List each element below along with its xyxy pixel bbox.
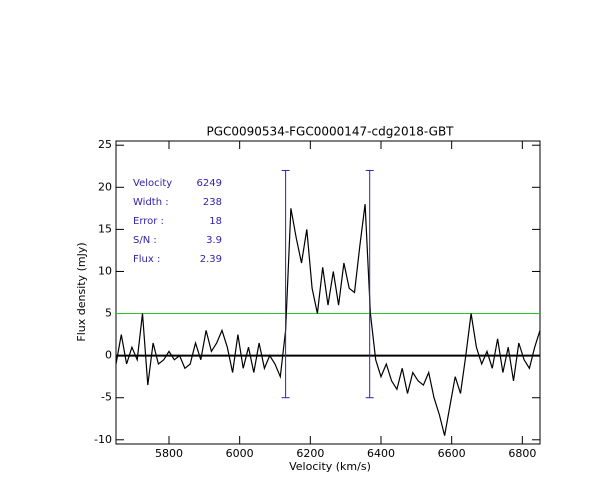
x-tick-label: 6200 [296,447,324,460]
annotation-label: Flux : [133,254,160,265]
x-tick-label: 6400 [367,447,395,460]
y-tick-label: -10 [94,433,112,446]
plot-frame [115,140,541,445]
spectrum-line [115,204,541,436]
annotation-value: 6249 [197,178,222,189]
annotation-value: 2.39 [200,254,222,265]
y-tick-label: -5 [101,391,112,404]
y-tick-label: 20 [98,180,112,193]
annotation-label: Width : [133,197,169,208]
y-tick-label: 15 [98,222,112,235]
y-tick-label: 5 [105,307,112,320]
annotation-label: S/N : [133,235,157,246]
annotation-label: Velocity [133,178,172,189]
chart-title: PGC0090534-FGC0000147-cdg2018-GBT [206,125,454,139]
x-tick-label: 6800 [508,447,536,460]
x-tick-label: 6600 [438,447,466,460]
y-tick-label: 25 [98,138,112,151]
x-tick-label: 6000 [226,447,254,460]
annotation-label: Error : [133,216,164,227]
x-tick-label: 5800 [155,447,183,460]
annotation-value: 238 [203,197,222,208]
annotation-value: 3.9 [206,235,222,246]
annotation-value: 18 [209,216,222,227]
y-axis-label: Flux density (mJy) [75,242,88,341]
x-axis-label: Velocity (km/s) [289,460,371,473]
y-tick-label: 10 [98,264,112,277]
y-tick-label: 0 [105,349,112,362]
